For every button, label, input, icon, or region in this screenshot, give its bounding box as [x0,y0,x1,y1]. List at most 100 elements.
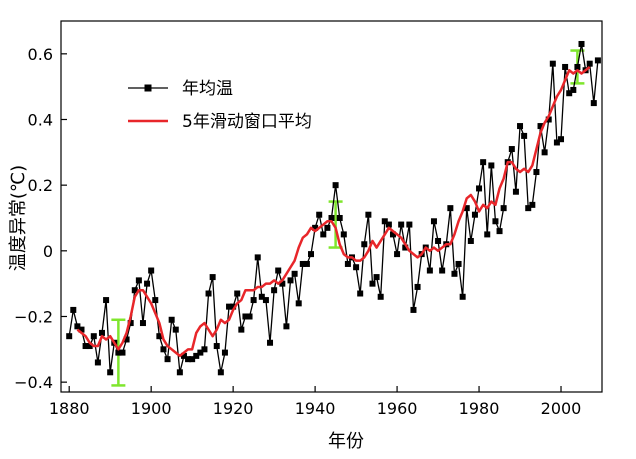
annual-point [221,349,228,356]
annual-point [570,86,577,93]
annual-point [517,123,524,130]
annual-point [529,201,536,208]
annual-point [176,369,183,376]
annual-point [467,237,474,244]
annual-point [361,241,368,248]
annual-point [156,333,163,340]
annual-point [230,303,237,310]
annual-point [344,260,351,267]
annual-point [377,293,384,300]
annual-point [185,356,192,363]
annual-point [246,313,253,320]
annual-line [68,43,599,373]
annual-point [250,297,257,304]
annual-point [74,323,81,330]
plot-frame [60,20,603,393]
x-tick-label: 1980 [459,399,500,418]
annual-point [275,267,282,274]
annual-point [262,297,269,304]
annual-point [365,211,372,218]
annual-point [193,352,200,359]
annual-point [455,260,462,267]
annual-point [488,162,495,169]
annual-point [139,320,146,327]
annual-point [254,254,261,261]
annual-point [205,290,212,297]
annual-point [553,139,560,146]
annual-point [340,231,347,238]
annual-point [172,326,179,333]
annual-point [279,280,286,287]
error-bar [328,200,343,249]
annual-point [94,359,101,366]
annual-point [164,356,171,363]
annual-point [439,267,446,274]
annual-point [328,214,335,221]
annual-point [107,369,114,376]
x-ticks: 1880 1900 1920 1940 1960 1980 2000 [49,386,582,418]
annual-point [545,116,552,123]
annual-point [332,182,339,189]
annual-point [426,267,433,274]
annual-point [238,326,245,333]
annual-point [430,218,437,225]
annual-point [303,260,310,267]
annual-point [226,303,233,310]
annual-point [320,231,327,238]
annual-point [414,283,421,290]
annual-point [492,218,499,225]
annual-point [562,63,569,70]
annual-point [537,123,544,130]
annual-point [406,221,413,228]
annual-point [213,343,220,350]
annual-point [258,293,265,300]
annual-point [459,293,466,300]
annual-point [512,188,519,195]
y-tick-label: −0.4 [14,373,53,392]
annual-point [357,290,364,297]
annual-point [385,221,392,228]
annual-point [480,159,487,166]
annual-point [451,270,458,277]
annual-point [271,287,278,294]
annual-point [82,343,89,350]
x-tick-label: 1940 [295,399,336,418]
annual-point [160,346,167,353]
x-axis-label: 年份 [328,431,364,452]
annual-point [189,356,196,363]
annual-point [135,277,142,284]
y-tick-label: 0.4 [28,110,53,129]
annual-point [70,306,77,313]
annual-point [389,231,396,238]
annual-point [558,136,565,143]
annual-point [242,313,249,320]
annual-point [508,146,515,153]
y-ticks: −0.4 −0.2 0 0.2 0.4 0.6 [14,45,67,392]
annual-point [127,320,134,327]
annual-point [148,267,155,274]
x-tick-label: 1900 [131,399,172,418]
annual-point [197,349,204,356]
annual-point [217,369,224,376]
annual-point [115,349,122,356]
annual-point [525,205,532,212]
annual-series [66,40,601,376]
y-tick-label: 0 [43,242,53,261]
error-bars [111,49,585,387]
y-tick-label: 0.2 [28,176,53,195]
legend-annual-marker [144,84,152,92]
x-tick-label: 2000 [541,399,582,418]
moving-average-line [76,65,591,358]
annual-point [180,352,187,359]
annual-point [435,237,442,244]
annual-point [447,205,454,212]
annual-point [471,211,478,218]
moving-average-series [76,65,591,358]
y-tick-label: 0.6 [28,45,53,64]
annual-point [336,214,343,221]
y-axis-label: 温度异常(℃) [8,165,29,271]
x-tick-label: 1920 [213,399,254,418]
annual-point [98,329,105,336]
annual-point [119,349,126,356]
annual-point [144,280,151,287]
